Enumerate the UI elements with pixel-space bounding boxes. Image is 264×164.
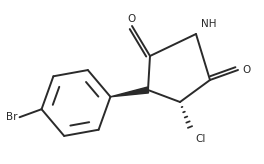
Polygon shape	[110, 87, 149, 97]
Text: O: O	[242, 65, 250, 75]
Text: NH: NH	[201, 19, 216, 29]
Text: O: O	[128, 14, 136, 24]
Text: Br: Br	[6, 112, 18, 122]
Text: Cl: Cl	[195, 134, 205, 144]
